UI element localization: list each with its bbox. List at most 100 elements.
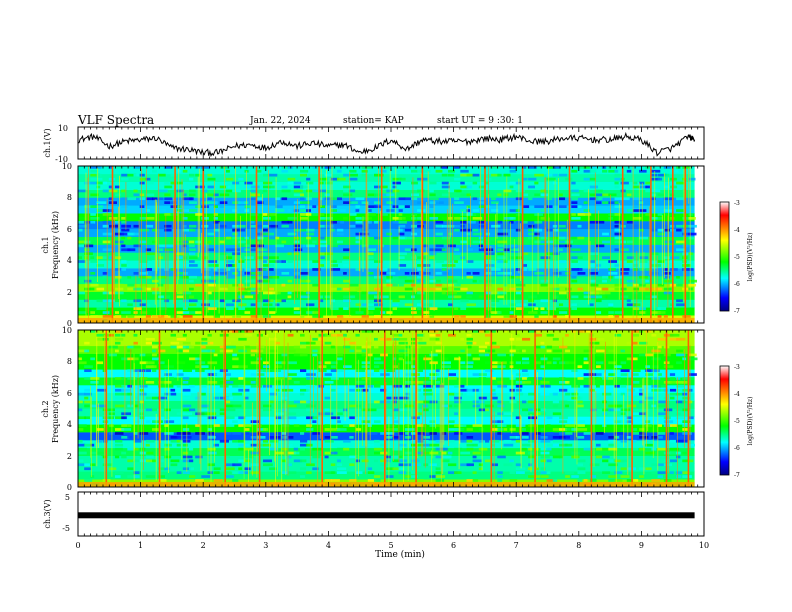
spectrogram-sferic [638,182,640,268]
spectrogram-sferic [420,422,422,457]
spectrogram-texture [176,189,184,193]
spectrogram-sferic [91,396,92,477]
spectrogram-texture [145,408,153,412]
spectrogram-texture [602,392,612,396]
spectrogram-texture [312,447,322,451]
spectrogram-texture [491,173,500,177]
spectrogram-texture [676,388,684,392]
spectrogram-texture [522,381,532,384]
spectrogram-texture [182,428,190,431]
spectrogram-texture [614,283,621,287]
spectrogram-texture [651,349,661,353]
spectrogram-texture [577,463,583,467]
spectrogram-texture [121,236,126,240]
spectrogram-texture [96,451,104,455]
spectrogram-texture [466,275,473,279]
time-tick-labels: 0 1 2 3 4 5 6 7 8 9 10 [75,541,709,550]
spectrogram-texture [441,357,449,361]
spectrogram-texture [164,228,172,232]
spectrogram-sferic [141,168,142,315]
spectrogram-texture [201,361,206,365]
spectrogram-texture [398,213,403,216]
spectrogram-texture [435,209,445,212]
spectrogram-texture [411,439,417,443]
spectrogram-texture [620,272,629,275]
spectrogram-sferic [643,377,645,475]
spectrogram-texture [127,436,133,439]
spectrogram-texture [460,365,470,368]
spectrogram-texture [250,349,258,353]
spectrogram-sferic [654,171,656,317]
spectrogram-texture [417,275,421,279]
spectrogram-texture [392,185,397,189]
spectrogram-texture [127,197,136,201]
spectrogram-sferic [545,177,547,282]
spectrogram-texture [497,244,504,248]
spectrogram-texture [682,428,688,431]
spectrogram-texture [275,361,283,365]
spectrogram-sferic [377,266,378,303]
spectrogram-texture [398,232,405,236]
spectrogram-texture [201,224,209,228]
spectrogram-texture [306,400,311,404]
spectrogram-texture [688,232,697,236]
spectrogram-texture [244,181,253,185]
spectrogram-texture [429,361,438,365]
spectrogram-texture [300,392,305,396]
spectrogram-texture [127,357,134,361]
spectrogram-texture [608,463,618,467]
spectrogram-texture [293,287,300,291]
spectrogram-texture [287,349,296,353]
spectrogram-impulse [258,330,261,487]
spectrogram-sferic [319,337,321,439]
spectrogram-texture [392,220,402,224]
spectrogram-texture [201,392,206,396]
spectrogram-texture [435,369,440,372]
ch2-freq-ticks: 10 8 6 4 2 0 [62,326,72,492]
ch1-freq-tick-6: 6 [67,225,72,234]
spectrogram-texture [466,236,471,240]
spectrogram-texture [565,432,573,435]
spectrogram-texture [324,428,330,431]
spectrogram-texture [411,283,416,287]
spectrogram-texture [189,209,197,212]
spectrogram-texture [195,357,201,361]
spectrogram-texture [589,260,596,263]
spectrogram-texture [682,232,692,236]
spectrogram-texture [669,428,677,431]
spectrogram-sferic [431,450,432,487]
spectrogram-texture [491,365,498,368]
spectrogram-texture [127,384,132,388]
spectrogram-texture [374,295,379,299]
spectrogram-texture [244,256,254,259]
spectrogram-texture [281,185,288,189]
spectrogram-texture [478,467,483,471]
spectrogram-texture [164,193,171,197]
spectrogram-texture [398,295,405,299]
spectrogram-texture [491,345,500,349]
spectrogram-texture [411,197,418,201]
spectrogram-texture [491,439,500,443]
spectrogram-texture [435,220,444,224]
spectrogram-texture [207,201,216,204]
spectrogram-texture [343,307,349,310]
spectrogram-texture [250,361,261,365]
spectrogram-texture [676,353,686,357]
spectrogram-sferic [326,170,327,319]
spectrogram-texture [102,275,107,279]
spectrogram-texture [645,279,650,283]
spectrogram-texture [263,185,271,189]
spectrogram-texture [244,272,252,275]
spectrogram-texture [676,299,683,303]
spectrogram-texture [121,451,127,455]
spectrogram-texture [515,256,524,259]
spectrogram-texture [559,244,568,248]
spectrogram-sferic [493,411,495,484]
spectrogram-texture [497,412,504,416]
spectrogram-texture [417,279,425,283]
spectrogram-texture [540,381,550,384]
spectrogram-texture [145,396,153,400]
spectrogram-texture [176,412,186,416]
ch3v-tick-top: 5 [65,493,70,502]
spectrogram-texture [552,357,561,361]
